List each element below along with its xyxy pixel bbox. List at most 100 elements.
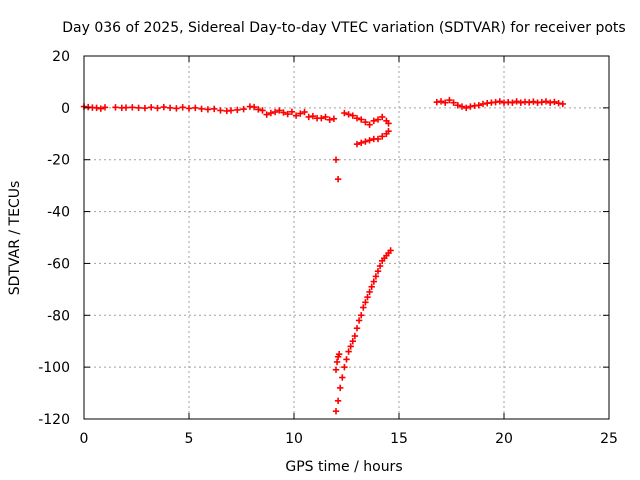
data-point <box>379 113 386 121</box>
data-point <box>551 98 558 106</box>
data-point <box>301 108 308 116</box>
data-point <box>334 175 342 183</box>
data-point <box>513 98 520 105</box>
data-point <box>376 262 384 270</box>
chart-title: Day 036 of 2025, Sidereal Day-to-day VTE… <box>62 20 625 36</box>
data-point <box>198 105 205 113</box>
data-point <box>101 104 109 111</box>
data-point <box>355 317 363 324</box>
axis-ticks: 0 5 10 15 20 25 20 0 -20 -40 -60 -80 -100 -120 <box>38 49 618 447</box>
y-tick-label: -20 <box>47 153 70 169</box>
data-point <box>368 283 375 290</box>
data-point <box>372 273 380 280</box>
data-point <box>353 140 361 148</box>
y-tick-label: 0 <box>61 101 70 117</box>
data-point <box>255 106 262 113</box>
data-point <box>166 104 174 112</box>
data-point <box>362 299 369 306</box>
data-point <box>463 104 470 112</box>
data-point <box>351 332 359 340</box>
data-point <box>148 104 155 111</box>
data-point <box>173 105 180 112</box>
data-point <box>259 107 266 114</box>
data-point <box>154 104 161 112</box>
data-point <box>204 106 212 113</box>
data-point <box>345 348 352 355</box>
x-tick-label: 5 <box>185 431 194 447</box>
data-point <box>458 103 466 110</box>
data-point <box>122 104 130 111</box>
data-point <box>263 111 270 118</box>
data-point <box>288 108 296 115</box>
data-point <box>442 99 449 106</box>
y-tick-label: -120 <box>38 412 70 428</box>
data-point <box>366 121 373 128</box>
x-tick-label: 20 <box>495 431 513 447</box>
data-point <box>192 104 199 112</box>
data-point <box>135 104 142 112</box>
data-point <box>358 139 365 147</box>
data-point <box>97 105 104 112</box>
data-point <box>318 115 325 122</box>
data-point <box>374 135 382 143</box>
data-point <box>332 366 340 373</box>
data-point <box>385 120 392 127</box>
y-tick-label: -60 <box>47 256 70 272</box>
data-point <box>297 110 304 117</box>
data-point <box>339 374 346 381</box>
data-point <box>475 102 482 109</box>
data-point <box>370 117 377 125</box>
data-point <box>358 116 365 123</box>
data-point <box>374 268 382 275</box>
x-tick-label: 25 <box>600 431 618 447</box>
data-point <box>366 137 373 144</box>
data-point <box>454 102 461 109</box>
data-point <box>332 408 340 415</box>
data-point <box>267 109 275 117</box>
data-point <box>284 110 291 118</box>
x-axis-label: GPS time / hours <box>285 459 402 475</box>
data-point <box>530 98 537 105</box>
data-point <box>360 304 367 311</box>
y-tick-label: -80 <box>47 308 70 324</box>
data-point <box>179 104 186 111</box>
data-point <box>358 312 365 319</box>
data-point <box>227 107 235 114</box>
data-point <box>160 103 167 111</box>
data-point <box>217 107 224 114</box>
data-point <box>337 384 344 392</box>
data-point <box>349 338 356 345</box>
data-point <box>333 358 341 366</box>
plot-frame <box>83 55 610 420</box>
x-tick-label: 0 <box>80 431 89 447</box>
data-point <box>292 112 300 119</box>
data-point <box>271 108 279 116</box>
data-point <box>276 107 283 114</box>
data-point <box>334 397 342 405</box>
y-tick-label: 20 <box>52 49 70 65</box>
data-point <box>496 98 503 105</box>
data-point <box>185 105 193 112</box>
data-point <box>366 288 373 296</box>
data-point <box>437 98 445 105</box>
data-point <box>379 133 386 140</box>
y-tick-label: -40 <box>47 205 70 221</box>
data-point <box>112 104 119 111</box>
data-point <box>129 104 136 111</box>
y-axis-label: SDTVAR / TECUs <box>7 181 23 296</box>
data-point <box>332 156 340 163</box>
x-tick-label: 15 <box>390 431 408 447</box>
data-point <box>353 325 361 332</box>
data-point <box>353 115 361 122</box>
data-point <box>341 109 348 117</box>
grid <box>84 56 609 419</box>
data-point <box>240 105 247 113</box>
data-point <box>326 116 333 123</box>
x-tick-label: 10 <box>285 431 303 447</box>
data-point <box>141 104 149 112</box>
data-point <box>450 99 457 106</box>
data-point <box>345 111 352 118</box>
data-point <box>322 113 329 121</box>
data-point <box>330 115 338 122</box>
